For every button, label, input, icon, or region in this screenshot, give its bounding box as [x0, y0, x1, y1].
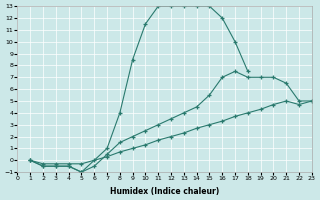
X-axis label: Humidex (Indice chaleur): Humidex (Indice chaleur) — [110, 187, 219, 196]
